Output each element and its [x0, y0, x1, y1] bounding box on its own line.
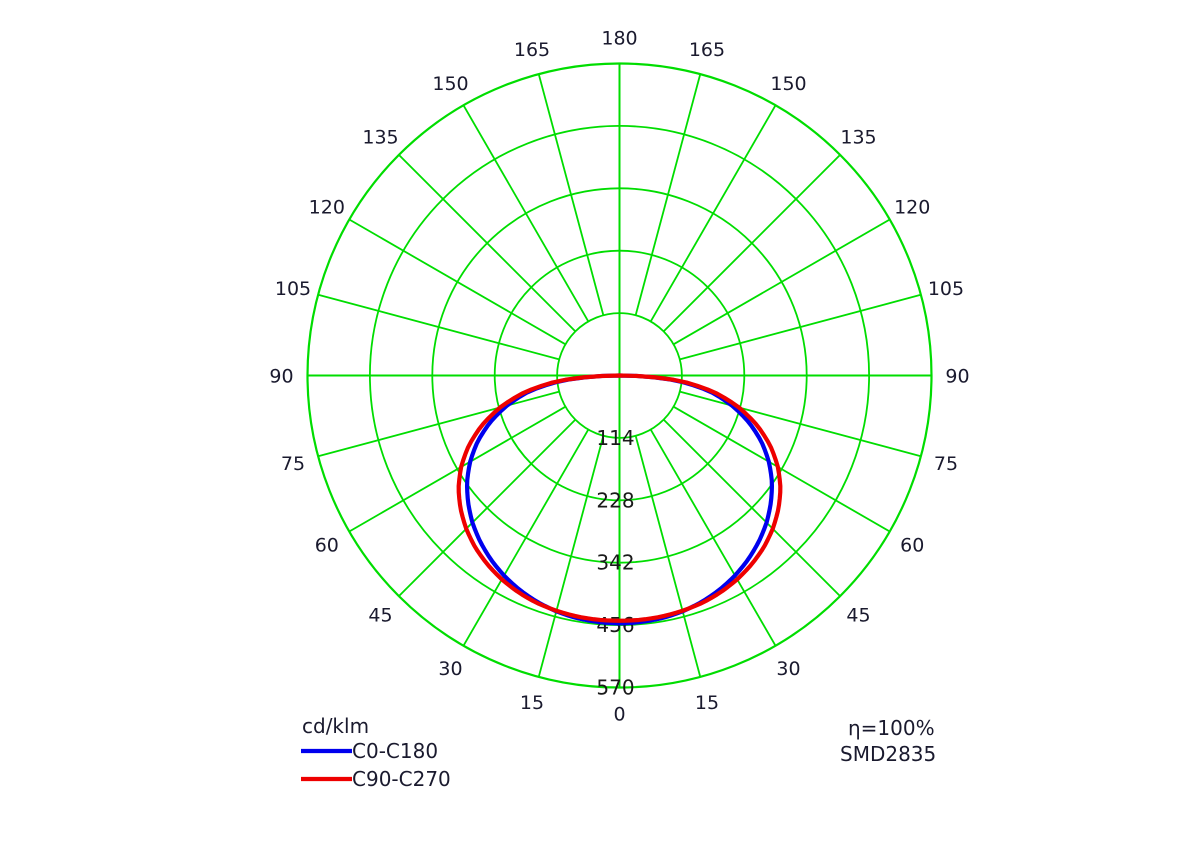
chart-notes: η=100%SMD2835 — [840, 716, 936, 766]
angle-label-center-0: 0 — [613, 704, 625, 726]
note-efficiency: η=100% — [848, 716, 935, 740]
legend-label-c0-c180: C0-C180 — [352, 739, 438, 763]
radial-label-570: 570 — [596, 676, 634, 700]
grid-spoke-75 — [679, 390, 922, 458]
angle-tick-labels: 15 30 45 60 75 90 105 120 135 150 165 15 30 45 60 75 90 1… — [269, 28, 969, 726]
grid-spoke-315 — [398, 418, 577, 597]
angle-label-left-75: 75 — [281, 453, 305, 475]
curve-c0-c180 — [464, 373, 775, 626]
angle-label-right-150: 150 — [770, 73, 806, 95]
angle-label-right-15: 15 — [695, 692, 719, 714]
angle-label-left-60: 60 — [315, 535, 339, 557]
grid-spoke-345 — [537, 435, 605, 678]
angle-label-right-105: 105 — [928, 278, 964, 300]
grid-spoke-300 — [348, 405, 566, 533]
angle-label-right-135: 135 — [840, 126, 876, 148]
angle-label-left-150: 150 — [432, 73, 468, 95]
grid-spoke-45 — [662, 418, 841, 597]
angle-label-left-45: 45 — [368, 605, 392, 627]
grid-spoke-285 — [317, 390, 560, 458]
grid-spoke-15 — [634, 435, 702, 678]
angle-label-left-135: 135 — [362, 126, 398, 148]
angle-label-right-120: 120 — [894, 197, 930, 219]
angle-label-left-15: 15 — [520, 692, 544, 714]
angle-label-right-45: 45 — [846, 605, 870, 627]
angle-label-right-75: 75 — [934, 453, 958, 475]
grid-spoke-210 — [462, 104, 590, 322]
grid-spoke-255 — [317, 293, 560, 361]
legend-label-c90-c270: C90-C270 — [352, 767, 451, 791]
angle-label-left-165: 165 — [514, 39, 550, 61]
legend-unit-label: cd/klm — [302, 714, 369, 738]
angle-label-center-180: 180 — [601, 28, 637, 50]
angle-label-right-90: 90 — [945, 366, 969, 388]
angle-label-left-90: 90 — [269, 366, 293, 388]
angle-label-right-165: 165 — [689, 39, 725, 61]
curve-c90-c270 — [456, 373, 783, 623]
grid-spoke-135 — [662, 154, 841, 333]
distribution-curves — [456, 373, 783, 626]
grid-spoke-195 — [537, 73, 605, 316]
angle-label-left-105: 105 — [275, 278, 311, 300]
angle-label-left-120: 120 — [309, 197, 345, 219]
grid-spoke-240 — [348, 218, 566, 346]
radial-label-342: 342 — [596, 551, 634, 575]
polar-grid-spokes — [307, 63, 932, 688]
grid-spoke-330 — [462, 429, 590, 647]
grid-spoke-105 — [679, 293, 922, 361]
grid-spoke-165 — [634, 73, 702, 316]
grid-spoke-225 — [398, 154, 577, 333]
angle-label-right-30: 30 — [776, 658, 800, 680]
angle-label-left-30: 30 — [438, 658, 462, 680]
radial-label-228: 228 — [596, 488, 634, 512]
note-led-model: SMD2835 — [840, 742, 936, 766]
grid-spoke-30 — [649, 429, 777, 647]
angle-label-right-60: 60 — [900, 535, 924, 557]
grid-spoke-60 — [673, 405, 891, 533]
grid-spoke-120 — [673, 218, 891, 346]
grid-spoke-150 — [649, 104, 777, 322]
radial-label-114: 114 — [596, 426, 634, 450]
